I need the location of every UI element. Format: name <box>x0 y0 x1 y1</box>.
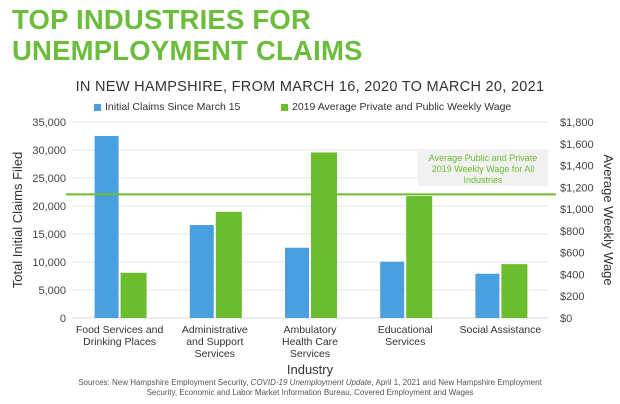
page-title: TOP INDUSTRIES FOR UNEMPLOYMENT CLAIMS <box>12 4 363 66</box>
legend-swatch-wage <box>281 103 288 111</box>
bar-claims <box>94 136 119 318</box>
y-tick-label: 10,000 <box>32 257 66 269</box>
y2-tick-label: $0 <box>560 313 572 325</box>
source-publication: COVID-19 Unemployment Update <box>250 378 372 387</box>
bar-wage <box>501 264 528 318</box>
y2-tick-label: $1,800 <box>560 117 594 129</box>
bar-wage <box>215 211 242 318</box>
x-tick-label: Services <box>385 336 425 348</box>
legend-swatch-claims <box>94 103 101 111</box>
reference-annotation-text: Average Public and Private <box>429 153 537 163</box>
y2-tick-label: $800 <box>560 226 584 238</box>
y-tick-label: 15,000 <box>32 229 66 241</box>
y-tick-label: 20,000 <box>32 201 66 213</box>
legend-label-wage: 2019 Average Private and Public Weekly W… <box>292 101 512 113</box>
y-tick-label: 35,000 <box>32 117 66 129</box>
legend-label-claims: Initial Claims Since March 15 <box>105 101 241 113</box>
title-line-2: UNEMPLOYMENT CLAIMS <box>12 35 363 66</box>
bar-wage <box>406 196 433 318</box>
legend: Initial Claims Since March 15 2019 Avera… <box>0 101 620 115</box>
y2-axis-title: Average Weekly Wage <box>601 154 616 285</box>
y2-tick-label: $1,400 <box>560 161 594 173</box>
source-prefix: Sources: New Hampshire Employment Securi… <box>78 378 251 387</box>
x-tick-label: Ambulatory <box>283 324 337 336</box>
x-tick-label: Drinking Places <box>83 336 156 348</box>
y-tick-label: 30,000 <box>32 145 66 157</box>
title-line-1: TOP INDUSTRIES FOR <box>12 4 312 35</box>
bar-wage <box>120 272 147 318</box>
bar-wage <box>311 152 337 318</box>
x-tick-label: Services <box>195 348 235 360</box>
source-note: Sources: New Hampshire Employment Securi… <box>0 378 620 398</box>
x-tick-label: Social Assistance <box>460 324 542 336</box>
y2-tick-label: $1,200 <box>560 182 594 194</box>
y-tick-label: 25,000 <box>32 173 66 185</box>
x-tick-label: Administrative <box>182 324 248 336</box>
x-tick-label: Educational <box>378 324 433 336</box>
y2-tick-label: $1,000 <box>560 204 594 216</box>
y2-tick-label: $200 <box>560 291 584 303</box>
reference-annotation-text: 2019 Weekly Wage for All <box>432 164 535 174</box>
x-tick-label: Food Services and <box>76 324 164 336</box>
y-tick-label: 5,000 <box>38 285 66 297</box>
bar-claims <box>285 247 309 318</box>
source-suffix: , April 1, 2021 and New Hampshire Employ… <box>371 378 542 387</box>
bar-claims <box>380 261 405 318</box>
legend-item-claims: Initial Claims Since March 15 <box>94 101 240 113</box>
x-tick-label: and Support <box>186 336 243 348</box>
chart-title: IN NEW HAMPSHIRE, FROM MARCH 16, 2020 TO… <box>75 79 545 95</box>
reference-annotation-text: Industries <box>463 175 503 185</box>
bar-claims <box>189 225 214 318</box>
x-tick-label: Health Care <box>282 336 338 348</box>
x-axis-title: Industry <box>287 362 334 377</box>
y2-tick-label: $400 <box>560 269 584 281</box>
y-axis-title: Total Initial Claims Filed <box>10 152 25 289</box>
y2-tick-label: $1,600 <box>560 139 594 151</box>
y2-tick-label: $600 <box>560 248 584 260</box>
x-tick-label: Services <box>290 348 330 360</box>
y-tick-label: 0 <box>60 313 66 325</box>
reference-annotation-box <box>418 150 548 186</box>
legend-item-wage: 2019 Average Private and Public Weekly W… <box>281 101 511 113</box>
source-line-2: Security, Economic and Labor Market Info… <box>146 388 474 397</box>
bar-claims <box>475 273 500 318</box>
